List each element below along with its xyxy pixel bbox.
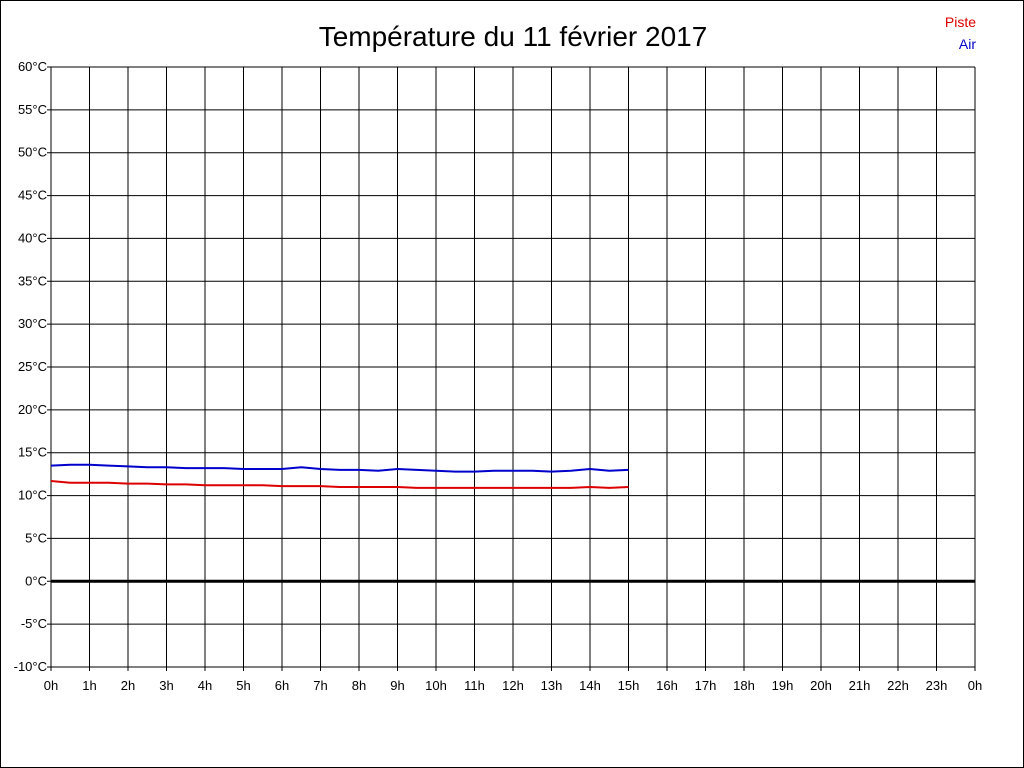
x-tick-label: 2h xyxy=(121,678,135,693)
x-tick-label: 19h xyxy=(772,678,794,693)
y-tick-label: 20°C xyxy=(18,402,47,417)
x-tick-label: 15h xyxy=(618,678,640,693)
legend-entry-piste: Piste xyxy=(945,14,976,30)
y-tick-label: 55°C xyxy=(18,102,47,117)
x-tick-label: 20h xyxy=(810,678,832,693)
x-tick-label: 22h xyxy=(887,678,909,693)
x-tick-label: 21h xyxy=(849,678,871,693)
x-tick-label: 3h xyxy=(159,678,173,693)
y-tick-label: 60°C xyxy=(18,59,47,74)
x-tick-label: 0h xyxy=(44,678,58,693)
legend: Piste Air xyxy=(945,14,976,52)
y-tick-label: 50°C xyxy=(18,145,47,160)
y-tick-label: 10°C xyxy=(18,488,47,503)
series-line-air xyxy=(50,463,629,473)
x-tick-label: 17h xyxy=(695,678,717,693)
x-tick-label: 16h xyxy=(656,678,678,693)
y-tick-label: 15°C xyxy=(18,445,47,460)
x-tick-label: 8h xyxy=(352,678,366,693)
x-tick-label: 4h xyxy=(198,678,212,693)
y-tick-label: -5°C xyxy=(21,616,47,631)
y-axis-labels: 60°C 55°C 50°C 45°C 40°C 35°C 30°C 25°C 20°C 15°C… xyxy=(14,59,47,674)
x-tick-label: 23h xyxy=(926,678,948,693)
x-tick-label: 9h xyxy=(390,678,404,693)
x-tick-label: 13h xyxy=(541,678,563,693)
x-tick-label: 12h xyxy=(502,678,524,693)
x-axis-labels: 0h 1h 2h 3h 4h 5h 6h 7h 8h 9h 10h 11h 12h 13h 14h 15h 16… xyxy=(44,678,982,693)
y-tick-label: 0°C xyxy=(25,573,47,588)
y-tick-label: -10°C xyxy=(14,659,47,674)
legend-entry-air: Air xyxy=(959,36,976,52)
y-tick-label: 40°C xyxy=(18,230,47,245)
x-tick-label: 18h xyxy=(733,678,755,693)
series-layer xyxy=(50,463,629,489)
x-tick-label: 1h xyxy=(82,678,96,693)
y-tick-label: 30°C xyxy=(18,316,47,331)
chart-title: Température du 11 février 2017 xyxy=(319,21,708,52)
y-tick-label: 25°C xyxy=(18,359,47,374)
series-line-piste xyxy=(50,480,629,489)
grid xyxy=(47,66,976,671)
x-tick-label: 14h xyxy=(579,678,601,693)
y-tick-label: 45°C xyxy=(18,188,47,203)
x-tick-label: 5h xyxy=(236,678,250,693)
x-tick-label: 0h xyxy=(968,678,982,693)
y-tick-label: 35°C xyxy=(18,273,47,288)
x-tick-label: 6h xyxy=(275,678,289,693)
x-tick-label: 11h xyxy=(464,678,485,693)
x-tick-label: 7h xyxy=(313,678,327,693)
x-tick-label: 10h xyxy=(425,678,447,693)
y-tick-label: 5°C xyxy=(25,530,47,545)
